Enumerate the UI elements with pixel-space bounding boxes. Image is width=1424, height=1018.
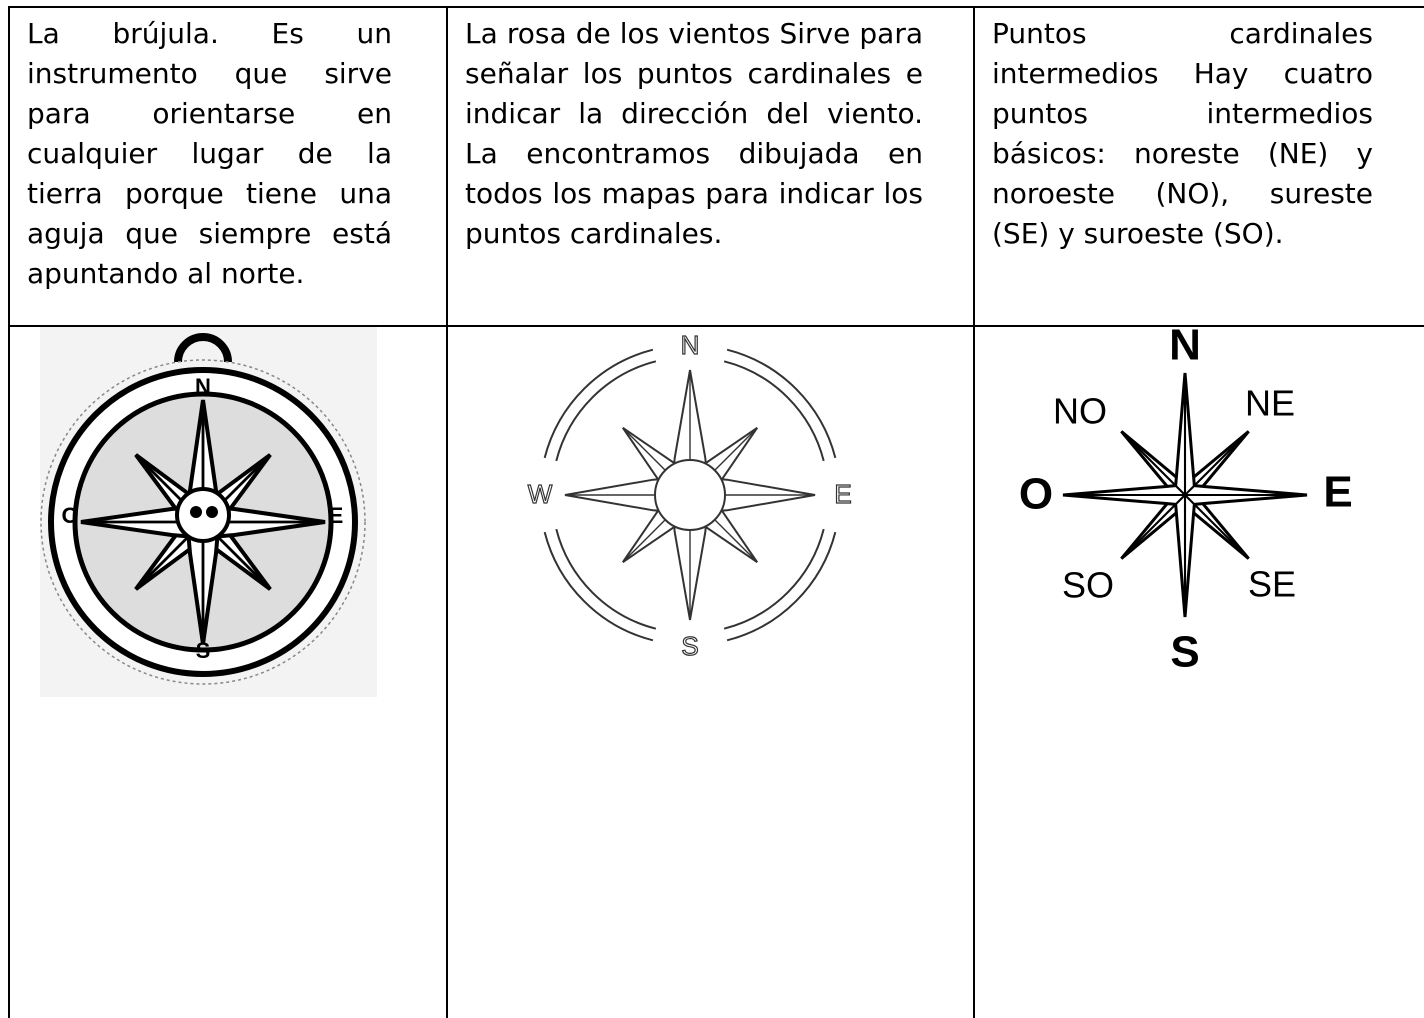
label: N (195, 374, 211, 399)
label: S (1170, 628, 1199, 677)
table-cell: La brújula. Es un instrumento que sirve … (8, 6, 448, 327)
star-shape (723, 528, 825, 630)
star-shape (723, 360, 825, 462)
label: SE (1248, 564, 1296, 605)
star-shape (1120, 494, 1186, 560)
star-shape (654, 459, 726, 531)
star-shape (543, 348, 654, 459)
star-shape (1184, 494, 1250, 560)
star-shape (190, 506, 202, 518)
star-shape (543, 531, 654, 642)
ring (174, 333, 232, 363)
table-cell (973, 325, 1424, 1018)
label: E (1323, 468, 1352, 517)
label: N (681, 330, 700, 360)
star-shape (555, 528, 657, 630)
label: O (61, 503, 78, 528)
star-shape (1184, 430, 1250, 496)
label: NO (1053, 391, 1107, 432)
star-shape (1120, 430, 1186, 496)
label: NE (1245, 383, 1295, 424)
compass-image: N O E S (40, 327, 377, 697)
label: N (1169, 321, 1201, 370)
star-shape (726, 348, 837, 459)
compass-image: N NO NE O E SO SE S (1019, 321, 1353, 677)
compass-image: N W E S (527, 329, 852, 661)
label: S (196, 638, 211, 663)
cut-line (40, 359, 366, 685)
star-shape (726, 531, 837, 642)
label: S (681, 631, 698, 661)
label: E (329, 503, 344, 528)
label: O (1019, 470, 1053, 519)
star-shape (206, 506, 218, 518)
label: SO (1062, 565, 1114, 606)
star-shape (555, 360, 657, 462)
label: W (528, 479, 553, 509)
table-cell: Puntos cardinales intermedios Hay cuatro… (973, 6, 1424, 327)
star-shape (175, 487, 231, 543)
label: E (834, 479, 851, 509)
